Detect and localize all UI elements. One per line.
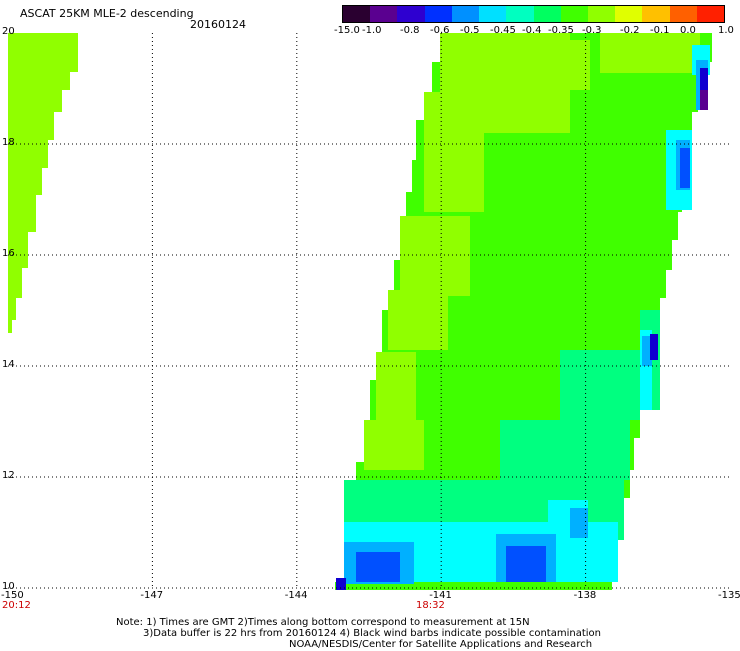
longitude-label: -138 — [573, 590, 597, 601]
colorbar-label: -0.35 — [548, 25, 574, 36]
latitude-label: 14 — [2, 359, 15, 370]
colorbar-gradient — [343, 6, 725, 22]
swath-patch — [506, 546, 546, 582]
latitude-label: 20 — [2, 26, 15, 37]
swath-patch — [520, 40, 590, 90]
colorbar-label: -0.6 — [430, 25, 450, 36]
swath-patch — [424, 92, 484, 212]
colorbar-swatch — [479, 6, 507, 22]
time-label-mid: 18:32 — [416, 600, 445, 611]
colorbar-labels: -15.0 -1.0 -0.8 -0.6 -0.5 -0.45 -0.4 -0.35 -0.3 -… — [330, 25, 740, 37]
swath-patch — [376, 352, 416, 422]
colorbar-label: -0.4 — [522, 25, 542, 36]
longitude-label: -147 — [140, 590, 164, 601]
latitude-label: 10 — [2, 581, 15, 592]
time-label-left: 20:12 — [2, 600, 31, 611]
left-swath — [8, 33, 78, 333]
colorbar-swatch — [424, 6, 452, 22]
swath-patch — [400, 216, 470, 296]
longitude-label: -135 — [718, 590, 740, 601]
longitude-label: -150 — [1, 590, 24, 601]
colorbar-swatch — [560, 6, 588, 22]
colorbar-label: -15.0 — [334, 25, 360, 36]
swath-patch — [650, 334, 658, 360]
right-swath — [335, 33, 712, 590]
colorbar-label: -0.45 — [490, 25, 516, 36]
latitude-label: 12 — [2, 470, 15, 481]
swath-patch — [680, 148, 690, 188]
swath-patch — [500, 420, 630, 480]
latitude-label: 18 — [2, 137, 15, 148]
swath-patch — [570, 508, 588, 538]
colorbar-swatch — [451, 6, 480, 22]
swath-patch — [600, 33, 700, 73]
swath-patch — [364, 420, 424, 470]
colorbar-label: -1.0 — [362, 25, 382, 36]
colorbar-swatch — [615, 6, 643, 22]
colorbar-swatch — [370, 6, 398, 22]
product-title: ASCAT 25KM MLE-2 descending — [20, 7, 194, 20]
latitude-label: 16 — [2, 248, 15, 259]
colorbar — [342, 5, 725, 23]
note-line-1: Note: 1) Times are GMT 2)Times along bot… — [116, 617, 530, 628]
colorbar-swatch — [587, 6, 616, 22]
colorbar-label: 1.0 — [718, 25, 734, 36]
left-swath-area — [8, 33, 78, 333]
colorbar-swatch — [642, 6, 670, 22]
longitude-label: -141 — [429, 590, 452, 601]
swath-patch — [700, 90, 708, 110]
longitude-label: -144 — [284, 590, 308, 601]
colorbar-swatch — [506, 6, 534, 22]
swath-patch — [336, 578, 346, 590]
colorbar-swatch — [696, 6, 725, 22]
note-line-3: NOAA/NESDIS/Center for Satellite Applica… — [289, 639, 593, 650]
swath-patch — [388, 290, 448, 350]
colorbar-swatch — [669, 6, 697, 22]
swath-patch — [356, 552, 400, 582]
swath-patch — [642, 336, 652, 366]
colorbar-label: 0.0 — [680, 25, 696, 36]
colorbar-label: -0.8 — [400, 25, 420, 36]
swath-patch — [560, 350, 640, 420]
colorbar-swatch — [533, 6, 561, 22]
colorbar-label: -0.1 — [650, 25, 670, 36]
swath-patch — [700, 68, 708, 108]
product-date: 20160124 — [190, 18, 246, 31]
colorbar-swatch — [343, 6, 371, 22]
colorbar-swatch — [397, 6, 425, 22]
map-gridlines — [8, 33, 730, 589]
colorbar-label: -0.2 — [620, 25, 640, 36]
note-line-2: 3)Data buffer is 22 hrs from 20160124 4)… — [143, 628, 601, 639]
colorbar-label: -0.5 — [460, 25, 480, 36]
colorbar-label: -0.3 — [582, 25, 602, 36]
